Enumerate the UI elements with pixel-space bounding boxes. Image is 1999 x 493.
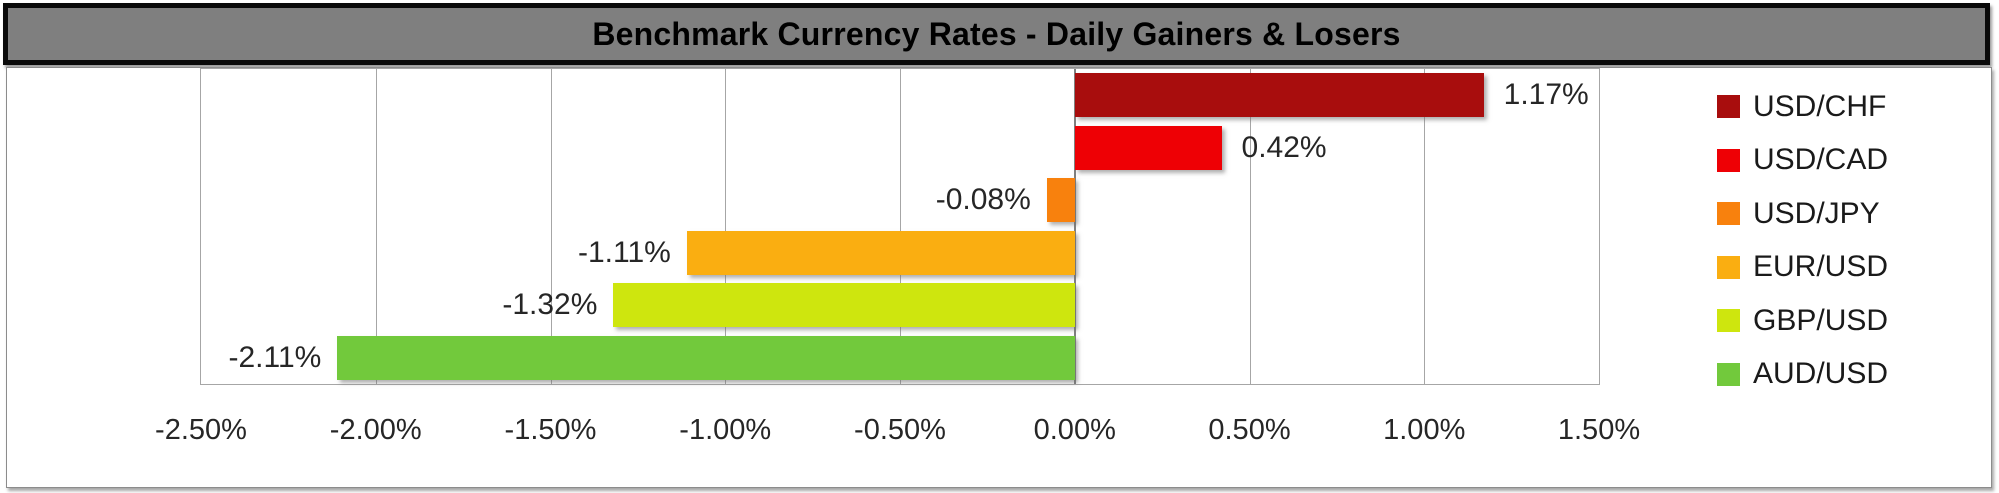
x-tick-label: -0.50% — [854, 414, 946, 446]
x-tick-label: -2.50% — [155, 414, 247, 446]
legend-label: AUD/USD — [1753, 357, 1889, 391]
bar-value-label: 0.42% — [1241, 130, 1327, 164]
bar-value-label: -0.08% — [935, 183, 1031, 217]
gridline — [900, 69, 901, 384]
bar-value-label: -1.32% — [502, 288, 598, 322]
legend-color-swatch-icon — [1717, 95, 1740, 119]
bar-value-label: -1.11% — [577, 235, 671, 269]
bar-value-label: 1.17% — [1503, 78, 1589, 112]
x-tick-label: 1.50% — [1557, 414, 1641, 446]
legend-item-usd-cad: USD/CAD — [1717, 134, 1888, 188]
legend-item-usd-jpy: USD/JPY — [1717, 187, 1888, 241]
zero-axis-line — [1073, 69, 1076, 384]
x-tick-label: 0.00% — [1033, 414, 1116, 446]
legend-color-swatch-icon — [1717, 255, 1740, 279]
legend-label: GBP/USD — [1753, 303, 1889, 337]
chart-container: 1.17% 0.42% -0.08% -1.11% -1.32% -2.11% -2.50… — [6, 67, 1992, 488]
x-tick-label: 1.00% — [1383, 414, 1466, 446]
x-tick-label: 0.50% — [1208, 414, 1291, 446]
legend-label: EUR/USD — [1753, 250, 1889, 284]
bar-aud-usd — [337, 335, 1075, 380]
x-tick-label: -1.00% — [679, 414, 772, 446]
bar-value-label: -2.11% — [228, 340, 322, 374]
gridline — [1424, 69, 1426, 384]
legend-label: USD/CHF — [1753, 89, 1887, 123]
chart-title: Benchmark Currency Rates - Daily Gainers… — [592, 15, 1401, 52]
legend-item-usd-chf: USD/CHF — [1717, 80, 1888, 134]
x-tick-label: -1.50% — [504, 414, 597, 446]
plot-area: 1.17% 0.42% -0.08% -1.11% -1.32% -2.11% — [200, 68, 1600, 385]
bar-usd-cad — [1074, 125, 1222, 170]
legend-color-swatch-icon — [1717, 362, 1740, 386]
gridline — [1249, 69, 1251, 384]
gridline — [375, 69, 377, 384]
legend-color-swatch-icon — [1717, 309, 1740, 333]
legend-item-gbp-usd: GBP/USD — [1717, 294, 1888, 348]
legend-color-swatch-icon — [1717, 202, 1740, 226]
x-tick-label: -2.00% — [329, 414, 422, 446]
bar-usd-chf — [1074, 73, 1484, 118]
legend-item-aud-usd: AUD/USD — [1717, 348, 1888, 402]
bar-eur-usd — [686, 230, 1075, 275]
bar-gbp-usd — [613, 283, 1075, 328]
legend-color-swatch-icon — [1717, 148, 1740, 172]
legend: USD/CHF USD/CAD USD/JPY EUR/USD GBP/USD AUD/U… — [1717, 80, 1888, 401]
gridline — [725, 69, 727, 384]
gridline — [550, 69, 552, 384]
legend-label: USD/CAD — [1753, 143, 1889, 177]
bar-usd-jpy — [1046, 178, 1075, 223]
legend-label: USD/JPY — [1753, 196, 1880, 230]
legend-item-eur-usd: EUR/USD — [1717, 241, 1888, 295]
chart-title-bar: Benchmark Currency Rates - Daily Gainers… — [3, 3, 1990, 65]
